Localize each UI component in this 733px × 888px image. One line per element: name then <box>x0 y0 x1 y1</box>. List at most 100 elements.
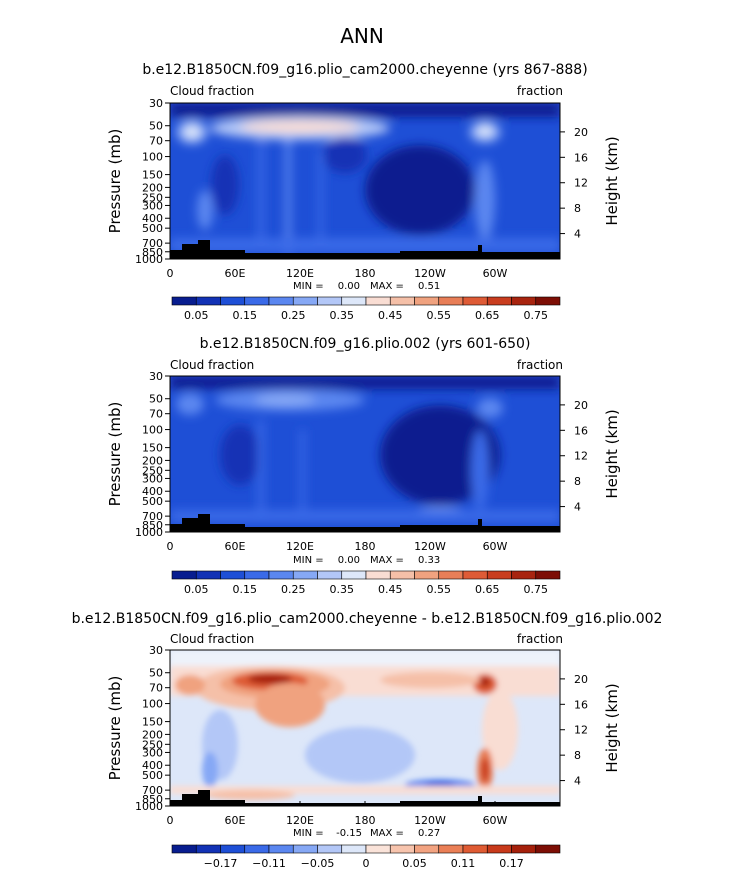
x-tick-label: 180 <box>355 540 376 553</box>
y2-tick-label: 12 <box>574 450 588 463</box>
x-tick-label: 60W <box>483 814 508 827</box>
colorbar-swatch <box>438 844 464 854</box>
panel-1-left-label: Cloud fraction <box>170 84 254 98</box>
y-tick-label: 70 <box>149 682 163 695</box>
y2-tick-label: 16 <box>574 424 588 437</box>
panel-1-ylabel: Pressure (mb) <box>106 129 124 234</box>
colorbar-swatch <box>414 296 440 306</box>
y-tick-label: 500 <box>142 495 163 508</box>
y-tick-label: 700 <box>142 237 163 250</box>
colorbar-swatch <box>389 296 415 306</box>
colorbar-label: 0.15 <box>233 583 258 596</box>
y-tick-label: 300 <box>142 746 163 759</box>
panel-2-left-label: Cloud fraction <box>170 358 254 372</box>
y-tick-label: 1000 <box>135 800 163 813</box>
y2-tick-label: 12 <box>574 177 588 190</box>
y2-tick-label: 20 <box>574 673 588 686</box>
panel-1-field <box>170 103 560 259</box>
colorbar-label: 0.05 <box>184 309 209 322</box>
x-tick-label: 0 <box>167 814 174 827</box>
colorbar-swatch <box>268 844 294 854</box>
colorbar-swatch <box>462 296 488 306</box>
colorbar-label: 0.65 <box>475 309 500 322</box>
panel-2-min-value: 0.00 <box>338 555 360 566</box>
panel-3-y2label: Height (km) <box>603 683 621 772</box>
colorbar-swatch <box>511 844 537 854</box>
panel-2-right-label: fraction <box>517 358 563 372</box>
colorbar-swatch <box>511 296 537 306</box>
colorbar-label: 0 <box>363 857 370 870</box>
colorbar-swatch <box>438 570 464 580</box>
colorbar-swatch <box>365 296 391 306</box>
y-tick-label: 150 <box>142 716 163 729</box>
colorbar-label: −0.05 <box>301 857 335 870</box>
colorbar-label: 0.45 <box>378 309 403 322</box>
page-title: ANN <box>340 24 384 48</box>
panel-2-min-label: MIN = <box>293 555 324 566</box>
panel-2-y2label: Height (km) <box>603 409 621 498</box>
panel-3-left-label: Cloud fraction <box>170 632 254 646</box>
y-tick-label: 250 <box>142 191 163 204</box>
panel-3-colorbar: −0.17 −0.11 −0.05 0 0.05 0.11 0.17 <box>171 844 561 870</box>
colorbar-label: 0.25 <box>281 309 306 322</box>
colorbar-swatch <box>220 296 246 306</box>
x-tick-label: 120W <box>414 267 446 280</box>
colorbar-label: 0.11 <box>451 857 476 870</box>
x-tick-label: 60W <box>483 267 508 280</box>
panel-1: b.e12.B1850CN.f09_g16.plio_cam2000.cheye… <box>106 62 621 322</box>
colorbar-swatch <box>365 570 391 580</box>
colorbar-swatch <box>486 296 512 306</box>
colorbar-swatch <box>341 844 367 854</box>
y2-tick-label: 4 <box>574 775 581 788</box>
y2-tick-label: 4 <box>574 228 581 241</box>
colorbar-swatch <box>317 570 343 580</box>
y2-tick-label: 20 <box>574 126 588 139</box>
panel-2-field <box>170 376 560 532</box>
colorbar-swatch <box>317 296 343 306</box>
y-tick-label: 200 <box>142 728 163 741</box>
panel-3-max-label: MAX = <box>370 828 404 839</box>
colorbar-swatch <box>414 570 440 580</box>
y-tick-label: 400 <box>142 485 163 498</box>
y-tick-label: 30 <box>149 97 163 110</box>
y2-tick-label: 4 <box>574 501 581 514</box>
x-tick-label: 180 <box>355 267 376 280</box>
panel-2-max-value: 0.33 <box>418 555 440 566</box>
colorbar-swatch <box>171 296 197 306</box>
colorbar-swatch <box>341 570 367 580</box>
y-tick-label: 70 <box>149 135 163 148</box>
colorbar-swatch <box>171 844 197 854</box>
colorbar-swatch <box>389 844 415 854</box>
y-tick-label: 150 <box>142 169 163 182</box>
colorbar-swatch <box>535 844 561 854</box>
panel-2-max-label: MAX = <box>370 555 404 566</box>
y2-tick-label: 16 <box>574 151 588 164</box>
colorbar-swatch <box>462 844 488 854</box>
panel-2-title: b.e12.B1850CN.f09_g16.plio.002 (yrs 601-… <box>200 336 531 352</box>
colorbar-swatch <box>292 570 318 580</box>
colorbar-label: 0.45 <box>378 583 403 596</box>
colorbar-swatch <box>486 844 512 854</box>
colorbar-swatch <box>317 844 343 854</box>
y-tick-label: 1000 <box>135 526 163 539</box>
panel-3-min-label: MIN = <box>293 828 324 839</box>
panel-3-title: b.e12.B1850CN.f09_g16.plio_cam2000.cheye… <box>72 611 663 627</box>
panel-1-title: b.e12.B1850CN.f09_g16.plio_cam2000.cheye… <box>142 62 587 78</box>
colorbar-swatch <box>389 570 415 580</box>
colorbar-label: 0.17 <box>499 857 524 870</box>
panel-1-min-label: MIN = <box>293 281 324 292</box>
y-tick-label: 30 <box>149 644 163 657</box>
y2-tick-label: 8 <box>574 475 581 488</box>
panel-1-max-value: 0.51 <box>418 281 440 292</box>
colorbar-swatch <box>244 296 270 306</box>
x-tick-label: 120W <box>414 540 446 553</box>
y-tick-label: 50 <box>149 667 163 680</box>
y-tick-label: 850 <box>142 793 163 806</box>
x-tick-label: 60E <box>225 267 246 280</box>
y-tick-label: 50 <box>149 393 163 406</box>
y-tick-label: 50 <box>149 120 163 133</box>
panel-1-stats: MIN = 0.00 MAX = 0.51 <box>293 281 440 292</box>
panel-1-colorbar: 0.05 0.15 0.25 0.35 0.45 0.55 0.65 0.75 <box>171 296 561 322</box>
colorbar-swatch <box>292 296 318 306</box>
